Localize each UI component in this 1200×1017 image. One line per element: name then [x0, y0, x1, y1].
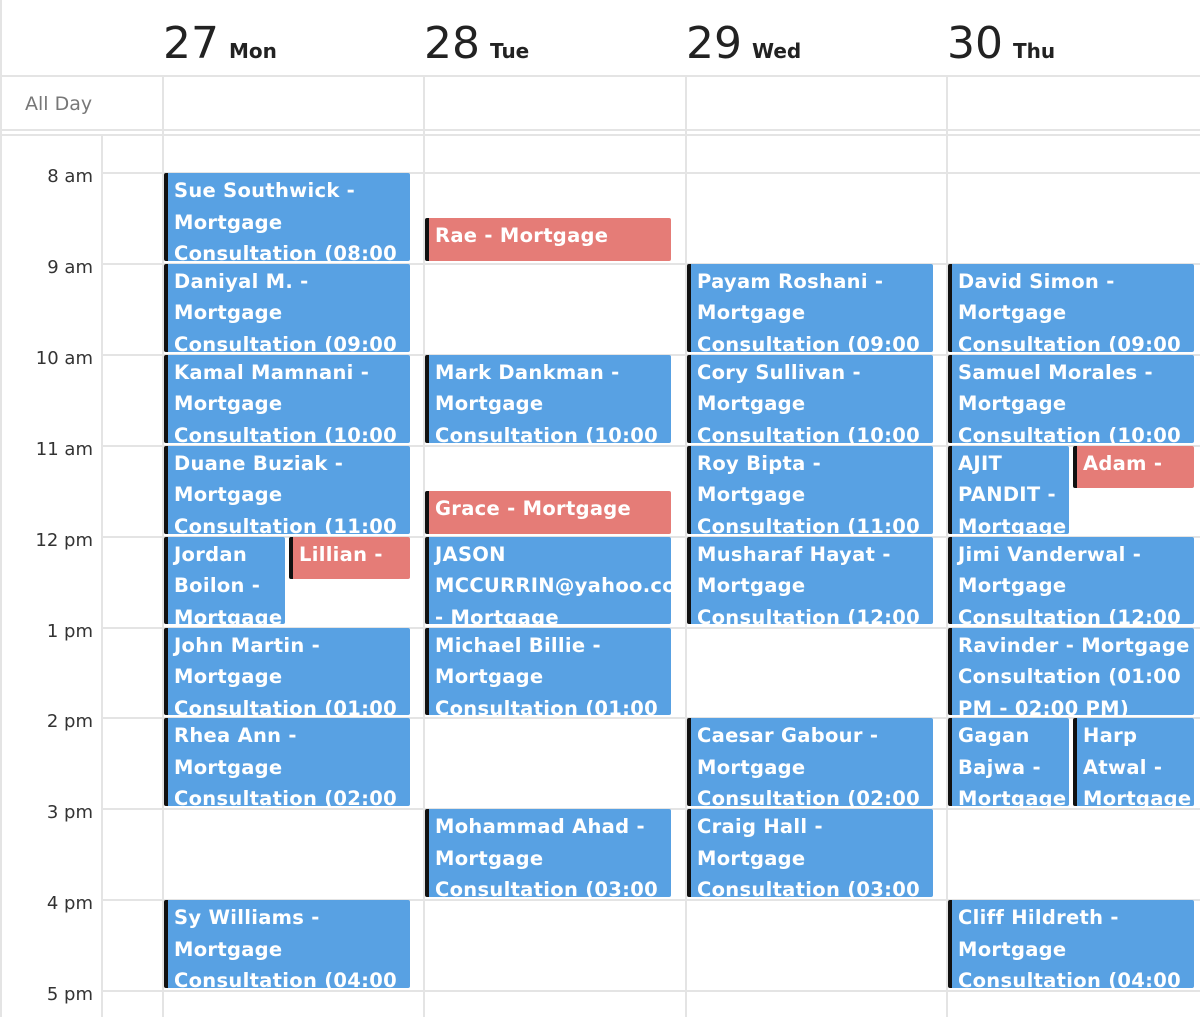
event[interactable]: Michael Billie - Mortgage Consultation (…: [425, 627, 671, 716]
event[interactable]: David Simon - Mortgage Consultation (09:…: [948, 263, 1194, 352]
event[interactable]: Harp Atwal - Mortgage: [1073, 718, 1194, 807]
hour-line: [101, 262, 1200, 265]
hour-line: [101, 444, 1200, 447]
event[interactable]: Jordan Boilon - Mortgage: [164, 536, 285, 625]
event[interactable]: Payam Roshani - Mortgage Consultation (0…: [687, 263, 933, 352]
time-label: 3 pm: [46, 802, 93, 824]
time-label: 1 pm: [46, 620, 93, 642]
event[interactable]: Gagan Bajwa - Mortgage: [948, 718, 1069, 807]
event[interactable]: Adam -: [1073, 445, 1194, 489]
event[interactable]: Cliff Hildreth - Mortgage Consultation (…: [948, 900, 1194, 989]
time-label: 11 am: [35, 438, 93, 460]
day-weekday: Tue: [490, 39, 530, 63]
event[interactable]: Musharaf Hayat - Mortgage Consultation (…: [687, 536, 933, 625]
event[interactable]: Jimi Vanderwal - Mortgage Consultation (…: [948, 536, 1194, 625]
time-label: 5 pm: [46, 984, 93, 1006]
event[interactable]: JASON MCCURRIN@yahoo.com - Mortgage: [425, 536, 671, 625]
day-number: 30: [947, 18, 1003, 69]
event[interactable]: Sy Williams - Mortgage Consultation (04:…: [164, 900, 410, 989]
day-number: 29: [686, 18, 742, 69]
time-label: 8 am: [47, 166, 93, 187]
day-header: 27 Mon: [163, 18, 277, 69]
event[interactable]: Cory Sullivan - Mortgage Consultation (1…: [687, 354, 933, 443]
event[interactable]: Lillian -: [289, 536, 410, 580]
hour-line: [101, 717, 1200, 720]
gutter-line: [101, 135, 103, 1017]
all-day-divider: [0, 134, 1200, 136]
day-weekday: Wed: [752, 39, 802, 63]
all-day-divider: [0, 129, 1200, 131]
event[interactable]: Mark Dankman - Mortgage Consultation (10…: [425, 354, 671, 443]
time-label: 4 pm: [46, 893, 93, 915]
event[interactable]: Caesar Gabour - Mortgage Consultation (0…: [687, 718, 933, 807]
day-number: 28: [424, 18, 480, 69]
day-weekday: Thu: [1013, 39, 1056, 63]
day-column-line: [685, 76, 687, 1017]
event[interactable]: Sue Southwick - Mortgage Consultation (0…: [164, 173, 410, 261]
event[interactable]: Daniyal M. - Mortgage Consultation (09:0…: [164, 263, 410, 352]
event[interactable]: Craig Hall - Mortgage Consultation (03:0…: [687, 809, 933, 898]
event[interactable]: Samuel Morales - Mortgage Consultation (…: [948, 354, 1194, 443]
event[interactable]: Rae - Mortgage: [425, 218, 671, 261]
event[interactable]: Mohammad Ahad - Mortgage Consultation (0…: [425, 809, 671, 898]
event[interactable]: Roy Bipta - Mortgage Consultation (11:00…: [687, 445, 933, 534]
day-header: 29 Wed: [686, 18, 801, 69]
hour-line: [101, 172, 1200, 174]
all-day-label: All Day: [25, 93, 93, 115]
time-label: 12 pm: [35, 529, 93, 551]
all-day-row-border: [0, 0, 2, 1017]
day-column-line: [162, 76, 164, 1017]
event[interactable]: Rhea Ann - Mortgage Consultation (02:00 …: [164, 718, 410, 807]
hour-line: [101, 990, 1200, 993]
day-header: 30 Thu: [947, 18, 1055, 69]
time-label: 10 am: [35, 347, 93, 369]
hour-line: [101, 899, 1200, 902]
event[interactable]: Kamal Mamnani - Mortgage Consultation (1…: [164, 354, 410, 443]
event[interactable]: Ravinder - Mortgage Consultation (01:00 …: [948, 627, 1194, 716]
day-header: 28 Tue: [424, 18, 529, 69]
day-column-line: [946, 76, 948, 1017]
day-weekday: Mon: [229, 39, 277, 63]
event[interactable]: John Martin - Mortgage Consultation (01:…: [164, 627, 410, 716]
time-label: 2 pm: [46, 711, 93, 733]
header-divider: [0, 75, 1200, 77]
event[interactable]: AJIT PANDIT - Mortgage: [948, 445, 1069, 534]
day-number: 27: [163, 18, 219, 69]
event[interactable]: Duane Buziak - Mortgage Consultation (11…: [164, 445, 410, 534]
day-column-line: [423, 76, 425, 1017]
time-label: 9 am: [47, 256, 93, 278]
event[interactable]: Grace - Mortgage: [425, 491, 671, 534]
